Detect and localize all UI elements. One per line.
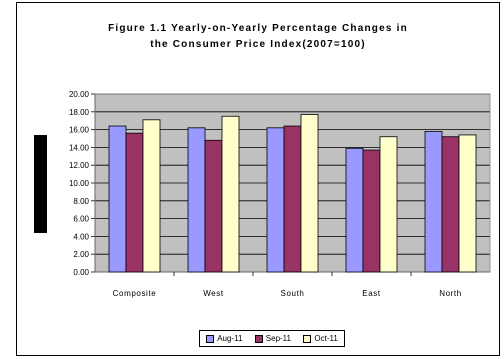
bar-oct-11-west bbox=[221, 115, 240, 273]
chart-title-line-2: the Consumer Price Index(2007=100) bbox=[150, 39, 366, 50]
legend-swatch-aug bbox=[206, 334, 215, 343]
x-tick-label: North bbox=[439, 289, 462, 298]
y-tick-label: 12.00 bbox=[69, 161, 90, 170]
x-tick-label: West bbox=[203, 289, 224, 298]
y-tick-label: 4.00 bbox=[73, 232, 89, 241]
bar-oct-11-south bbox=[300, 114, 319, 273]
y-tick-label: 20.00 bbox=[69, 90, 90, 99]
legend-swatch-sep bbox=[254, 334, 263, 343]
bar-aug-11-west bbox=[187, 127, 206, 273]
bar-oct-11-north bbox=[458, 134, 477, 273]
x-tick-label: East bbox=[362, 289, 381, 298]
chart-title: Figure 1.1 Yearly-on-Yearly Percentage C… bbox=[17, 21, 499, 53]
bar-aug-11-composite bbox=[108, 125, 127, 273]
legend-item-oct: Oct-11 bbox=[303, 334, 338, 343]
legend-item-aug: Aug-11 bbox=[206, 334, 242, 343]
bar-sep-11-north bbox=[441, 136, 460, 273]
legend-label-oct: Oct-11 bbox=[314, 334, 338, 343]
legend-item-sep: Sep-11 bbox=[254, 334, 291, 343]
redaction-bar bbox=[34, 135, 47, 233]
chart-title-line-1: Figure 1.1 Yearly-on-Yearly Percentage C… bbox=[108, 23, 408, 34]
bar-sep-11-west bbox=[204, 139, 223, 273]
y-tick-label: 6.00 bbox=[73, 215, 89, 224]
y-tick-label: 18.00 bbox=[69, 108, 90, 117]
bar-aug-11-north bbox=[424, 130, 443, 273]
bar-aug-11-south bbox=[266, 127, 285, 273]
bar-sep-11-south bbox=[283, 125, 302, 273]
y-tick-label: 14.00 bbox=[69, 143, 90, 152]
y-tick-label: 10.00 bbox=[69, 179, 90, 188]
legend-label-aug: Aug-11 bbox=[217, 334, 243, 343]
bar-oct-11-composite bbox=[142, 119, 161, 273]
y-tick-label: 8.00 bbox=[73, 197, 89, 206]
bar-sep-11-east bbox=[362, 149, 381, 273]
legend-label-sep: Sep-11 bbox=[265, 334, 291, 343]
bar-oct-11-east bbox=[379, 136, 398, 273]
bar-aug-11-east bbox=[345, 147, 364, 273]
y-tick-label: 16.00 bbox=[69, 126, 90, 135]
bar-sep-11-composite bbox=[125, 132, 144, 273]
chart-legend: Aug-11 Sep-11 Oct-11 bbox=[199, 330, 345, 347]
y-tick-label: 0.00 bbox=[73, 268, 89, 277]
x-tick-label: Composite bbox=[113, 289, 157, 298]
x-tick-label: South bbox=[281, 289, 305, 298]
y-tick-label: 2.00 bbox=[73, 250, 89, 259]
legend-swatch-oct bbox=[303, 334, 312, 343]
